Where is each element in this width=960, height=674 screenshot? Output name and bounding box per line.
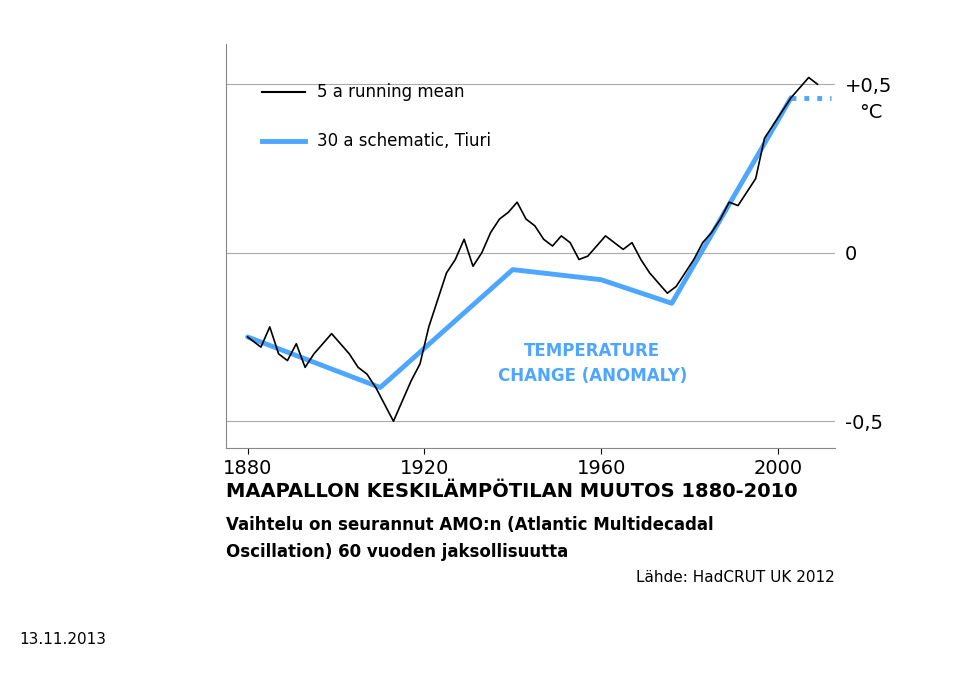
Text: 13.11.2013: 13.11.2013 [19,632,107,647]
Text: TEMPERATURE
CHANGE (ANOMALY): TEMPERATURE CHANGE (ANOMALY) [497,342,686,386]
Text: MAAPALLON KESKILÄMPÖTILAN MUUTOS 1880-2010: MAAPALLON KESKILÄMPÖTILAN MUUTOS 1880-20… [226,482,797,501]
Text: 30 a schematic, Tiuri: 30 a schematic, Tiuri [317,132,491,150]
Text: 5 a running mean: 5 a running mean [317,84,465,101]
Text: Oscillation) 60 vuoden jaksollisuutta: Oscillation) 60 vuoden jaksollisuutta [226,543,568,561]
Text: Vaihtelu on seurannut AMO:n (Atlantic Multidecadal: Vaihtelu on seurannut AMO:n (Atlantic Mu… [226,516,713,534]
Text: °C: °C [859,103,883,122]
Text: Lähde: HadCRUT UK 2012: Lähde: HadCRUT UK 2012 [636,570,835,584]
